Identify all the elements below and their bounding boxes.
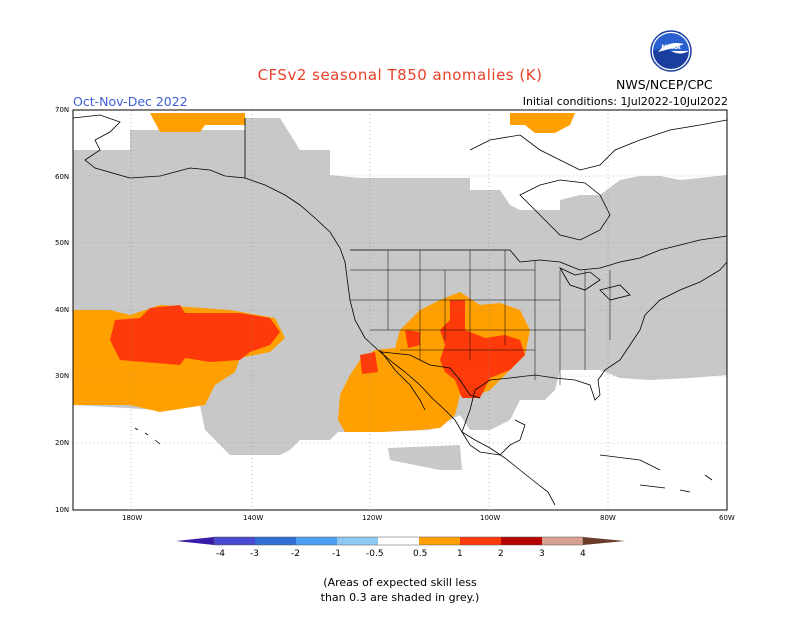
colorbar-bin-6 (419, 537, 460, 545)
anomaly-red-southern-plains (440, 300, 525, 398)
hudson-bay (519, 179, 611, 241)
lat-label-60n: 60N (55, 173, 69, 181)
lat-label-20n: 20N (55, 439, 69, 447)
colorbar-label-1: 1 (457, 549, 463, 559)
latitude-labels: 70N 60N 50N 40N 30N 20N 10N (55, 106, 69, 514)
pacific-coastline (72, 114, 556, 506)
grey-eastern-pacific (388, 445, 462, 470)
canada-us-border (350, 235, 728, 271)
noaa-logo-sky (653, 33, 689, 51)
colorbar-bin-9 (542, 537, 583, 545)
colorbar-label-2: 2 (498, 549, 504, 559)
lat-label-50n: 50N (55, 239, 69, 247)
colorbar-label-3: 3 (539, 549, 545, 559)
lon-label-60w: 60W (719, 514, 735, 522)
skill-note: (Areas of expected skill less than 0.3 a… (0, 575, 800, 605)
graticule (73, 110, 727, 510)
arctic-coast (469, 119, 728, 171)
yucatan-coast (461, 419, 526, 456)
colorbar-bin-1 (214, 537, 255, 545)
map-title: CFSv2 seasonal T850 anomalies (K) (257, 66, 543, 84)
hawaii-islands (134, 427, 161, 445)
longitude-labels: 180W 140W 120W 100W 80W 60W (122, 514, 735, 522)
colorbar-label-neg4: -4 (216, 549, 225, 559)
initial-conditions-label: Initial conditions: 1Jul2022-10Jul2022 (522, 95, 728, 108)
colorbar-right-arrow (583, 537, 625, 545)
lon-label-100w: 100W (480, 514, 500, 522)
noaa-logo-sea (653, 49, 689, 69)
noaa-logo-bird (658, 43, 684, 52)
colorbar-label-neg2: -2 (291, 549, 300, 559)
lon-label-80w: 80W (600, 514, 616, 522)
colorbar: -4 -3 -2 -1 -0.5 0.5 1 2 3 4 (176, 536, 625, 559)
temperature-anomaly-shading (73, 113, 575, 432)
colorbar-bin-3 (296, 537, 337, 545)
lat-label-10n: 10N (55, 506, 69, 514)
colorbar-outline (213, 536, 584, 546)
us-mexico-border (381, 351, 481, 399)
colorbar-label-neg1: -1 (332, 549, 341, 559)
colorbar-label-neg3: -3 (250, 549, 259, 559)
noaa-logo: NOAA (650, 30, 692, 72)
lon-label-140w: 140W (243, 514, 263, 522)
low-skill-grey-areas (73, 118, 727, 470)
lat-label-40n: 40N (55, 306, 69, 314)
noaa-logo-text: NOAA (661, 44, 681, 51)
colorbar-bin-4 (337, 537, 378, 545)
grey-pacific-north-america (73, 118, 727, 455)
agency-label: NWS/NCEP/CPC (616, 77, 713, 92)
colorbar-bin-5 (378, 537, 419, 545)
anomaly-red-pacific (110, 305, 280, 365)
anomaly-orange-north (510, 113, 575, 133)
anomaly-orange-southwest-us (338, 292, 530, 432)
great-lakes (559, 267, 631, 301)
colorbar-bin-8 (501, 537, 542, 545)
anomaly-orange-alaska (150, 113, 245, 132)
skill-note-line2: than 0.3 are shaded in grey.) (320, 591, 480, 604)
colorbar-left-arrow (176, 537, 214, 545)
season-label: Oct-Nov-Dec 2022 (73, 94, 188, 109)
map-border (72, 109, 728, 511)
colorbar-bin-2 (255, 537, 296, 545)
colorbar-label-neg0-5: -0.5 (366, 549, 384, 559)
lat-label-30n: 30N (55, 372, 69, 380)
skill-note-line1: (Areas of expected skill less (323, 576, 477, 589)
colorbar-label-4: 4 (580, 549, 586, 559)
anomaly-red-southwest (405, 330, 420, 348)
baja-peninsula (379, 349, 426, 411)
lon-label-120w: 120W (362, 514, 382, 522)
anomaly-red-baja (360, 352, 378, 374)
gulf-and-atlantic-coastline (461, 261, 728, 433)
lon-label-160w: 180W (122, 514, 142, 522)
colorbar-bin-7 (460, 537, 501, 545)
colorbar-label-0-5: 0.5 (413, 549, 427, 559)
coastlines-and-borders (72, 114, 728, 506)
us-state-borders (350, 250, 611, 385)
lat-label-70n: 70N (55, 106, 69, 114)
caribbean-islands (599, 454, 713, 493)
